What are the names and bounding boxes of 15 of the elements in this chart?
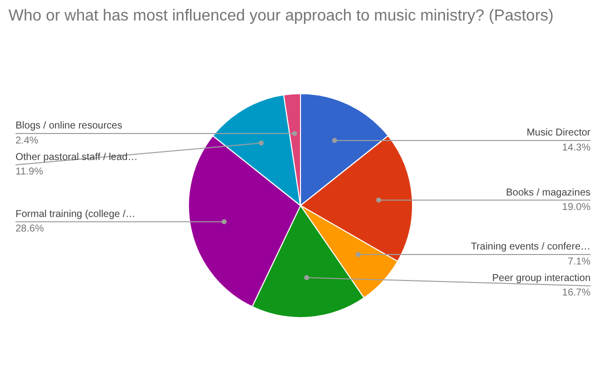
data-label: 16.7% <box>562 288 591 299</box>
chart-title: Who or what has most influenced your approach to music ministry? (Pastors) <box>8 8 554 24</box>
slice-label: Peer group interaction <box>492 273 591 284</box>
data-label: 14.3% <box>562 142 591 154</box>
slice-label: Blogs / online resources <box>16 120 122 132</box>
slice-label: Training events / confere… <box>470 242 590 253</box>
slice-label: Other pastoral staff / lead… <box>16 152 138 163</box>
data-label: 19.0% <box>562 202 591 213</box>
slice-label: Music Director <box>526 128 592 139</box>
data-label: 2.4% <box>16 135 38 146</box>
slice-label: Formal training (college /… <box>16 208 136 220</box>
slice-label: Books / magazines <box>506 187 591 198</box>
data-label: 7.1% <box>568 256 591 268</box>
data-label: 11.9% <box>16 166 44 178</box>
data-label: 28.6% <box>16 224 44 235</box>
